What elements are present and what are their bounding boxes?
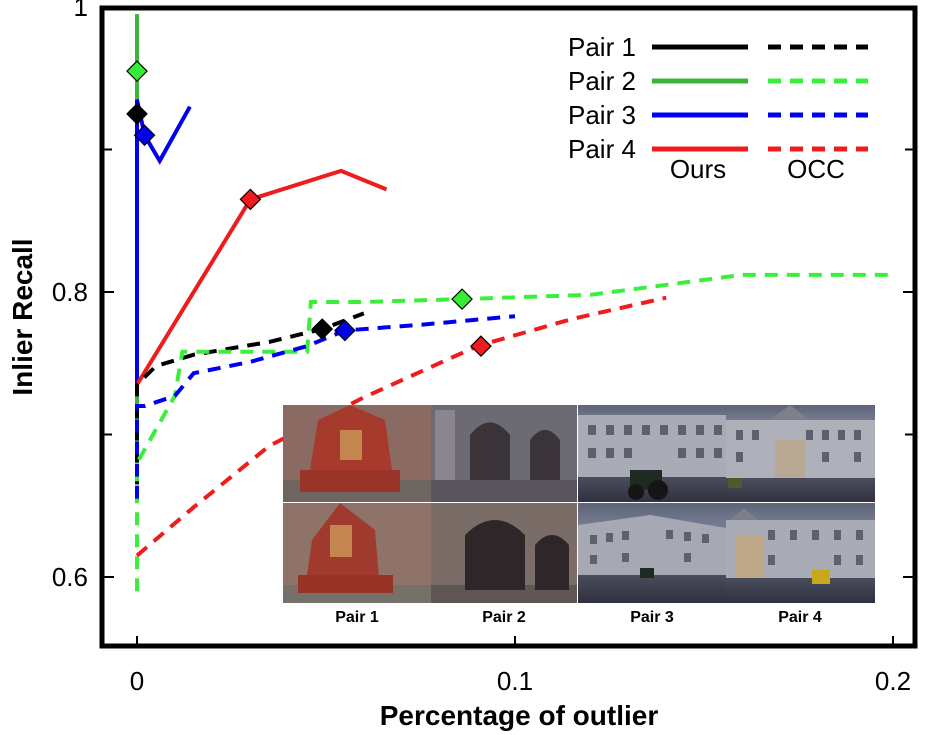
pair-4-bottom-photo [726,503,875,603]
series-marker-pair-4-occ [470,335,492,357]
y-tick-label: 1 [74,0,88,22]
x-tick-label: 0.1 [497,666,533,696]
x-tick-label: 0 [130,666,144,696]
series-marker-pair-4-ours [239,188,262,211]
series-marker-pair-1-occ [311,318,334,340]
series-line-pair-3-occ [135,314,516,499]
inset-caption-pair-4: Pair 4 [778,609,822,626]
image-pairs-inset: Pair 1 Pair 2 Pair 3 Pair 4 [283,405,875,626]
inset-caption-pair-1: Pair 1 [335,609,379,626]
pair-4-top-photo [726,405,875,502]
plot-frame [99,5,918,649]
series-line-pair-4-ours [135,168,388,386]
legend-column-label-ours: Ours [670,154,726,184]
legend-column-label-occ: OCC [787,154,845,184]
legend-label-pair-4: Pair 4 [568,134,636,164]
y-tick-label: 0.6 [52,562,88,592]
x-axis-title: Percentage of outlier [380,700,659,731]
pair-2-bottom-photo [431,503,577,603]
series-marker-pair-1-ours [126,103,148,125]
pair-1-bottom-photo [283,503,431,603]
legend-label-pair-2: Pair 2 [568,66,636,96]
inset-caption-pair-2: Pair 2 [482,609,526,626]
series-marker-pair-2-ours [126,60,148,82]
y-tick-label: 0.8 [52,277,88,307]
series-marker-pair-2-occ [451,288,473,310]
pair-3-bottom-photo [578,503,726,603]
series-line-pair-4-occ [135,295,667,558]
series-marker-pair-3-occ [334,319,356,342]
pair-2-top-photo [431,405,577,502]
inset-caption-pair-3: Pair 3 [630,609,674,626]
series-layer [126,14,893,592]
x-tick-label: 0.2 [875,666,911,696]
legend: Pair 1 Pair 2 Pair 3 Pair 4 Ours OCC [568,32,868,184]
pair-3-top-photo [578,405,726,502]
legend-label-pair-3: Pair 3 [568,100,636,130]
y-axis-title: Inlier Recall [7,238,38,395]
series-line-pair-2-occ [135,272,893,592]
series-marker-pair-3-ours [133,124,156,147]
legend-label-pair-1: Pair 1 [568,32,636,62]
pair-1-top-photo [283,405,431,502]
ticks-layer: 0 0.1 0.2 0.6 0.8 1 [52,0,915,696]
